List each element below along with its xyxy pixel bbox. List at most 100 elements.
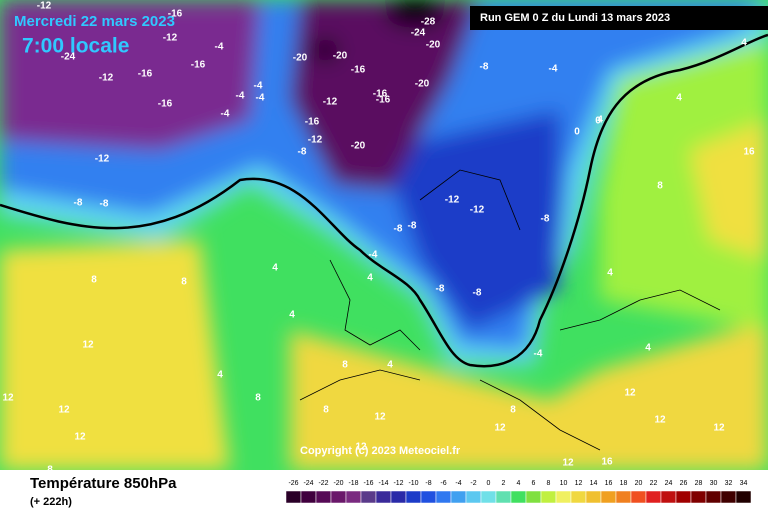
contour-label: -16 (191, 60, 206, 71)
legend-label: 26 (680, 480, 688, 487)
legend-label: 28 (695, 480, 703, 487)
contour-label: 4 (676, 93, 682, 104)
legend-label: 12 (575, 480, 583, 487)
contour-label: -12 (308, 135, 323, 146)
contour-label: 12 (713, 423, 725, 434)
legend-label: -24 (303, 480, 313, 487)
contour-label: 12 (74, 432, 86, 443)
legend-swatch (360, 490, 377, 504)
contour-label: -12 (470, 205, 485, 216)
footer-title: Température 850hPa (30, 475, 177, 492)
contour-label: -12 (163, 33, 178, 44)
contour-label: -12 (99, 73, 114, 84)
legend-label: -16 (363, 480, 373, 487)
legend-swatch (540, 490, 557, 504)
legend-label: 32 (725, 480, 733, 487)
legend-swatch (555, 490, 572, 504)
contour-label: -20 (333, 51, 348, 62)
contour-label: -8 (480, 62, 489, 73)
legend-label: -2 (470, 480, 476, 487)
legend-swatch (450, 490, 467, 504)
contour-label: -16 (376, 95, 391, 106)
contour-label: -4 (236, 91, 245, 102)
legend-swatch (660, 490, 677, 504)
contour-label: -8 (394, 224, 403, 235)
run-box (470, 6, 768, 30)
legend-label: -18 (348, 480, 358, 487)
contour-label: -8 (436, 284, 445, 295)
time: 7:00 locale (22, 35, 129, 58)
contour-label: -16 (158, 99, 173, 110)
contour-label: -8 (298, 147, 307, 158)
legend-label: -20 (333, 480, 343, 487)
legend-swatch (435, 490, 452, 504)
legend-label: 30 (710, 480, 718, 487)
color-legend: -26 -24 -22 -20 -18 -16 -14 -12 -10 -8 -6 -4 -2 0 2 4 6 8… (285, 480, 752, 504)
legend-label: 4 (517, 480, 521, 487)
contour-label: -8 (473, 288, 482, 299)
contour-label: -16 (168, 9, 183, 20)
contour-label: -12 (445, 195, 460, 206)
contour-label: -8 (541, 214, 550, 225)
legend-label: -4 (455, 480, 461, 487)
date: Mercredi 22 mars 2023 (14, 13, 175, 30)
legend-label: 22 (650, 480, 658, 487)
contour-label: -20 (426, 40, 441, 51)
legend-swatch (345, 490, 362, 504)
legend-swatch (405, 490, 422, 504)
legend-label: -8 (425, 480, 431, 487)
contour-label: 12 (355, 442, 367, 453)
contour-label: -8 (408, 221, 417, 232)
copyright: Copyright (c) 2023 Meteociel.fr (300, 445, 461, 457)
zero-isotherm (0, 33, 768, 368)
contour-label: 4 (741, 38, 747, 49)
legend-swatch (465, 490, 482, 504)
contour-label: 12 (654, 415, 666, 426)
legend-label: -10 (408, 480, 418, 487)
contour-label: -12 (323, 97, 338, 108)
contour-label: 8 (657, 181, 663, 192)
legend-swatch (630, 490, 647, 504)
contour-label: 8 (255, 393, 261, 404)
legend-label: 10 (560, 480, 568, 487)
legend-swatch (420, 490, 437, 504)
legend-swatch (615, 490, 632, 504)
contour-label: 8 (510, 405, 516, 416)
contour-label: -16 (373, 89, 388, 100)
legend-label: -12 (393, 480, 403, 487)
contour-label: 12 (494, 423, 506, 434)
contour-label: -20 (293, 53, 308, 64)
legend-swatch (735, 490, 752, 504)
contour-labels: -12-16-12-4-24 -20-16-12-16-4-16-4-12 -16-… (2, 1, 755, 476)
run-info: Run GEM 0 Z du Lundi 13 mars 2023 (480, 12, 670, 24)
legend-swatch (315, 490, 332, 504)
contour-label: -16 (305, 117, 320, 128)
legend-label: 6 (532, 480, 536, 487)
legend-label: -26 (288, 480, 298, 487)
contour-label: -8 (100, 199, 109, 210)
contour-label: 4 (217, 370, 223, 381)
contour-label: 4 (597, 115, 603, 126)
contour-label: -24 (411, 28, 426, 39)
contour-label: 4 (645, 343, 651, 354)
legend-label: 18 (620, 480, 628, 487)
contour-label: 8 (47, 465, 53, 476)
contour-label: -4 (221, 109, 230, 120)
contour-label: 16 (743, 147, 755, 158)
contour-label: -4 (254, 81, 263, 92)
contour-label: -4 (549, 64, 558, 75)
contour-label: 12 (374, 412, 386, 423)
legend-swatch (300, 490, 317, 504)
legend-label: -14 (378, 480, 388, 487)
contour-label: 4 (367, 273, 373, 284)
contour-label: 12 (624, 388, 636, 399)
contour-label: 16 (601, 457, 613, 468)
contour-label: 8 (342, 360, 348, 371)
legend-swatch (585, 490, 602, 504)
contour-label: -8 (74, 198, 83, 209)
contour-label: 12 (562, 458, 574, 469)
legend-swatch (495, 490, 512, 504)
contour-label: -4 (369, 250, 378, 261)
contour-label: -20 (351, 141, 366, 152)
